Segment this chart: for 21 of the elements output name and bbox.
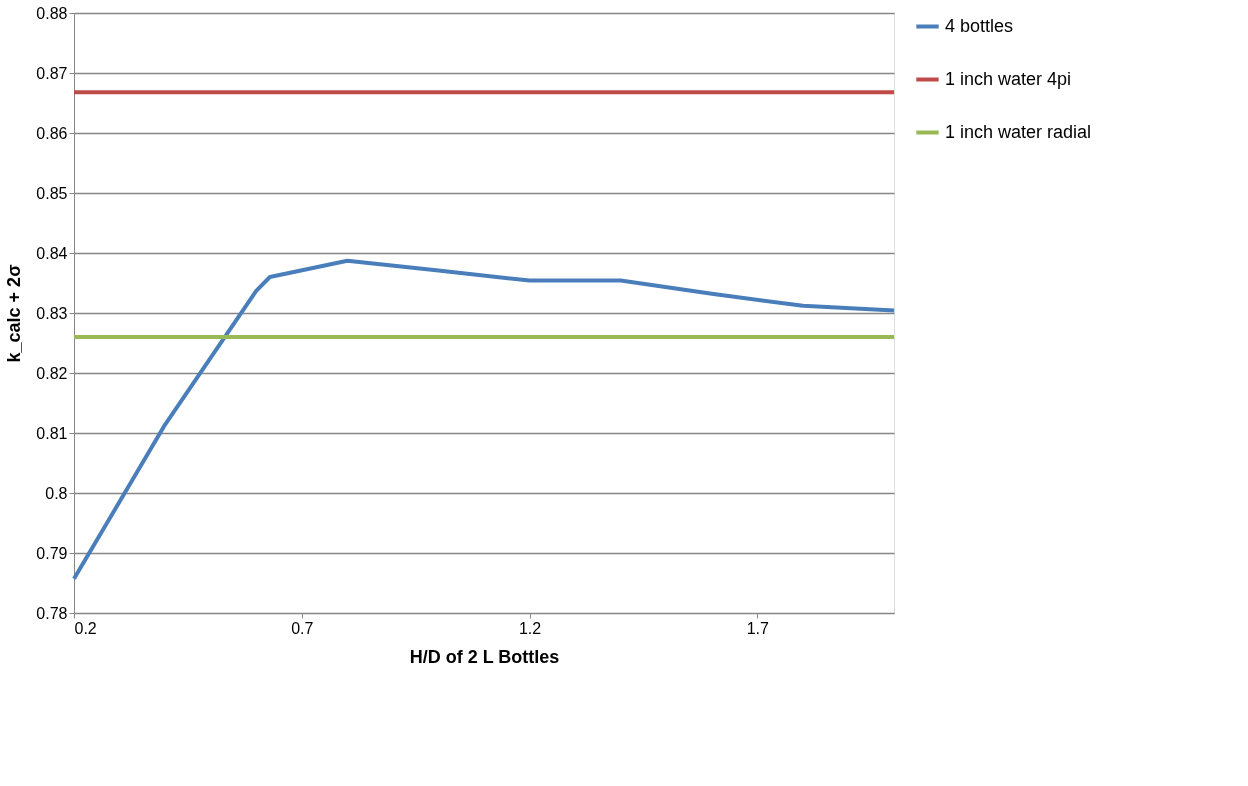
y-tick-label: 0.8 [45, 484, 68, 502]
legend-label: 1 inch water 4pi [945, 68, 1072, 89]
y-tick-label: 0.83 [36, 304, 68, 322]
y-tick-label: 0.81 [36, 424, 68, 442]
x-tick-label: 0.2 [74, 619, 97, 637]
x-tick-label: 1.7 [746, 619, 770, 637]
y-tick-label: 0.88 [36, 4, 68, 22]
y-tick-label: 0.87 [36, 64, 68, 82]
x-axis-title: H/D of 2 L Bottles [409, 646, 560, 667]
y-tick-label: 0.86 [36, 124, 68, 142]
line-series [72, 258, 896, 581]
y-tick-label: 0.82 [36, 364, 68, 382]
y-tick-label: 0.85 [36, 184, 68, 202]
legend-label: 4 bottles [945, 15, 1014, 36]
x-tick-label: 0.7 [291, 619, 314, 637]
y-tick-label: 0.79 [36, 544, 68, 562]
legend-label: 1 inch water radial [945, 121, 1092, 142]
y-tick-label: 0.84 [36, 244, 68, 262]
y-tick-label: 0.78 [36, 604, 68, 622]
x-tick-label: 1.2 [518, 619, 542, 637]
y-axis-title: k_calc + 2σ [4, 264, 25, 363]
